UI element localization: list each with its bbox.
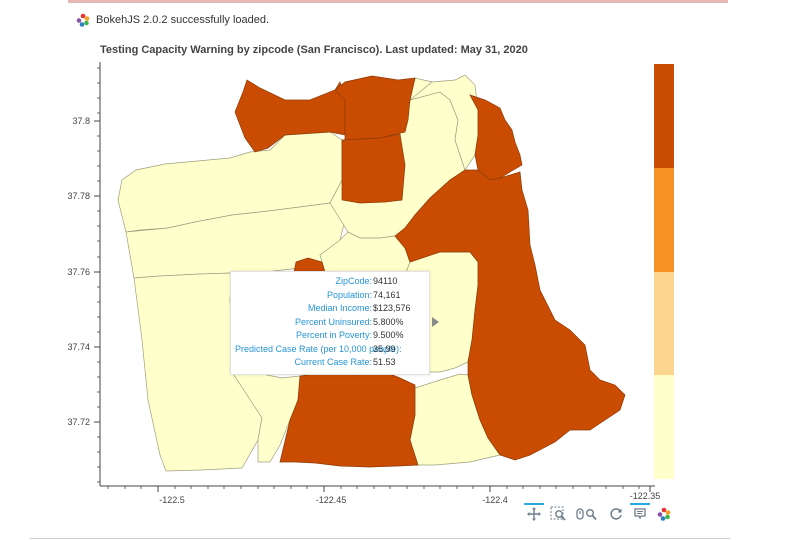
tooltip-value: 9.500% <box>373 330 404 340</box>
wheel-zoom-tool-button[interactable] <box>572 503 602 525</box>
tooltip-value: 51.53 <box>373 357 396 367</box>
banner-text: BokehJS 2.0.2 successfully loaded. <box>96 14 270 26</box>
x-tick-label: -122.35 <box>630 491 661 501</box>
tooltip-pointer <box>432 317 439 327</box>
y-tick-label: 37.8 <box>72 116 90 126</box>
tooltip-row: Current Case Rate: 51.53 <box>235 356 423 370</box>
color-bar-swatch-high <box>654 64 674 168</box>
plot-title: Testing Capacity Warning by zipcode (San… <box>100 44 528 56</box>
top-rule <box>68 0 728 3</box>
bokeh-logo-icon <box>76 13 90 27</box>
plot-toolbar <box>524 500 674 528</box>
tooltip-row: Median Income: $123,576 <box>235 302 423 316</box>
box-zoom-tool-button[interactable] <box>548 503 568 525</box>
wheel-zoom-icon <box>576 508 597 521</box>
tooltip-label: Percent Uninsured: <box>294 316 372 327</box>
tooltip-label: Predicted Case Rate (per 10,000 people): <box>235 343 402 354</box>
zip-regions-high <box>234 75 626 468</box>
load-banner: BokehJS 2.0.2 successfully loaded. <box>76 11 269 29</box>
tooltip-label: ZipCode: <box>335 276 372 286</box>
x-ticks <box>157 486 651 492</box>
color-bar <box>654 64 674 479</box>
y-minor-ticks <box>97 67 100 483</box>
tooltip-label: Percent in Poverty: <box>295 330 372 340</box>
tooltip-value: 35.99 <box>373 343 396 354</box>
y-tick-label: 37.78 <box>67 191 90 201</box>
y-tick-label: 37.76 <box>67 267 90 277</box>
tooltip-row: Predicted Case Rate (per 10,000 people):… <box>235 343 423 357</box>
x-minor-ticks <box>107 486 640 489</box>
bokeh-logo-icon <box>657 507 671 521</box>
x-tick-label: -122.45 <box>316 495 347 505</box>
tooltip-row: Percent in Poverty: 9.500% <box>235 329 423 343</box>
color-bar-swatch-low <box>654 375 674 479</box>
move-icon <box>527 507 541 521</box>
tooltip-value: 94110 <box>373 276 398 286</box>
x-tick-label: -122.5 <box>159 495 185 505</box>
bottom-rule <box>30 538 730 539</box>
tooltip-value: 5.800% <box>373 316 404 327</box>
color-bar-swatch-elevated <box>654 167 674 272</box>
y-ticks <box>94 120 100 423</box>
reset-tool-button[interactable] <box>606 503 626 525</box>
box-zoom-icon <box>550 506 566 521</box>
x-tick-label: -122.4 <box>482 495 508 505</box>
tooltip-label: Median Income: <box>307 303 372 313</box>
color-bar-swatch-moderate <box>654 271 674 376</box>
hover-tooltip: ZipCode: 94110 Population: 74,161 Median I… <box>230 271 430 375</box>
hover-icon <box>634 508 646 520</box>
pan-tool-button[interactable] <box>524 503 544 525</box>
y-tick-label: 37.72 <box>67 417 90 427</box>
tooltip-label: Population: <box>326 289 372 300</box>
tooltip-row: ZipCode: 94110 <box>235 275 423 289</box>
y-tick-label: 37.74 <box>67 342 90 352</box>
tooltip-value: $123,576 <box>373 303 411 313</box>
tooltip-row: Population: 74,161 <box>235 289 423 303</box>
tooltip-value: 74,161 <box>373 289 401 300</box>
bokeh-logo-link[interactable] <box>654 503 674 525</box>
tooltip-row: Percent Uninsured: 5.800% <box>235 316 423 330</box>
reset-icon <box>610 508 622 520</box>
tooltip-label: Current Case Rate: <box>294 357 372 367</box>
hover-tool-button[interactable] <box>630 503 650 525</box>
